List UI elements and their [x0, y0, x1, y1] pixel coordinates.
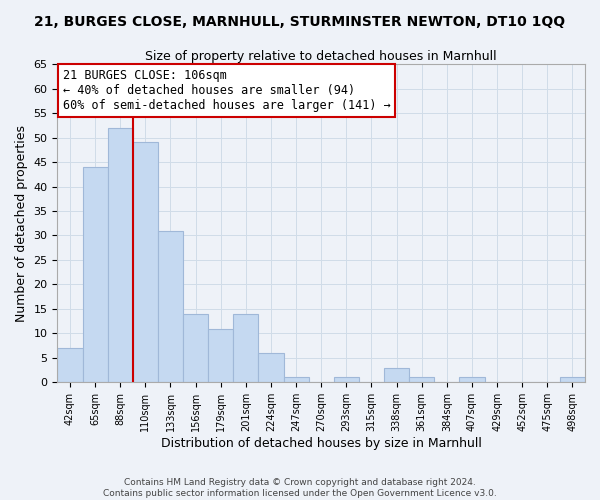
Bar	[133, 142, 158, 382]
Bar	[284, 378, 308, 382]
Bar	[334, 378, 359, 382]
Bar	[58, 348, 83, 382]
Bar	[158, 230, 183, 382]
Bar	[409, 378, 434, 382]
Bar	[183, 314, 208, 382]
Bar	[83, 167, 107, 382]
Bar	[259, 353, 284, 382]
Text: 21, BURGES CLOSE, MARNHULL, STURMINSTER NEWTON, DT10 1QQ: 21, BURGES CLOSE, MARNHULL, STURMINSTER …	[34, 15, 566, 29]
Text: 21 BURGES CLOSE: 106sqm
← 40% of detached houses are smaller (94)
60% of semi-de: 21 BURGES CLOSE: 106sqm ← 40% of detache…	[62, 69, 391, 112]
X-axis label: Distribution of detached houses by size in Marnhull: Distribution of detached houses by size …	[161, 437, 482, 450]
Bar	[107, 128, 133, 382]
Bar	[208, 328, 233, 382]
Bar	[384, 368, 409, 382]
Y-axis label: Number of detached properties: Number of detached properties	[15, 125, 28, 322]
Bar	[560, 378, 585, 382]
Bar	[460, 378, 485, 382]
Title: Size of property relative to detached houses in Marnhull: Size of property relative to detached ho…	[145, 50, 497, 63]
Text: Contains HM Land Registry data © Crown copyright and database right 2024.
Contai: Contains HM Land Registry data © Crown c…	[103, 478, 497, 498]
Bar	[233, 314, 259, 382]
